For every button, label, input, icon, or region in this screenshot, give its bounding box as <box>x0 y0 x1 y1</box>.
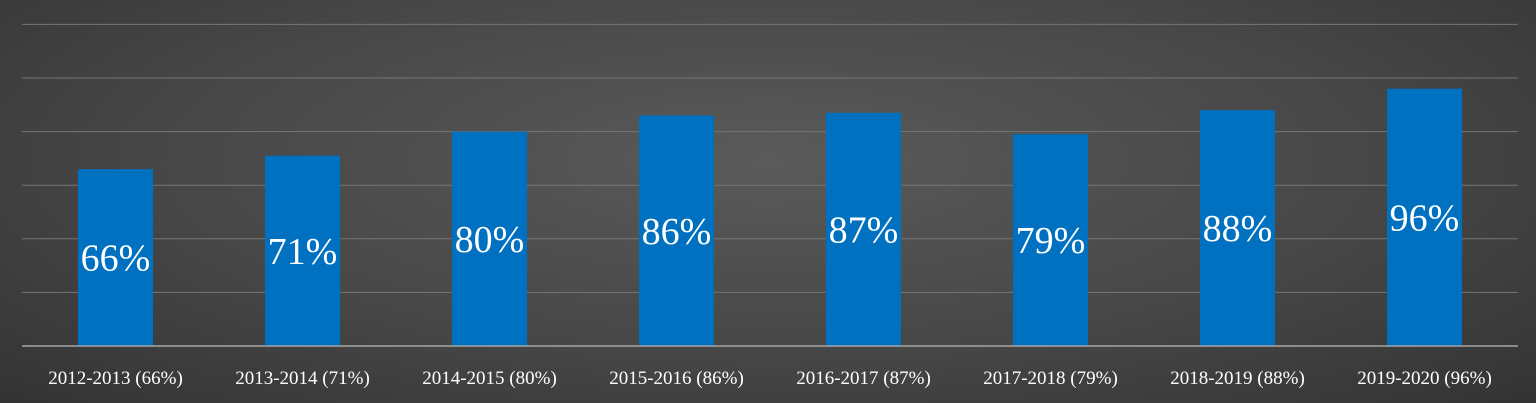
x-tick-labels: 2012-2013 (66%) 2013-2014 (71%) 2014-2015 … <box>48 368 1492 389</box>
x-tick-label: 2016-2017 (87%) <box>796 368 931 389</box>
gridlines <box>22 23 1518 293</box>
bar <box>1387 88 1462 346</box>
data-label: 86% <box>642 211 712 253</box>
bars <box>78 88 1462 347</box>
data-label: 96% <box>1390 197 1460 239</box>
data-label: 88% <box>1203 208 1273 250</box>
x-tick-label: 2013-2014 (71%) <box>235 368 370 389</box>
bar <box>639 115 714 347</box>
x-tick-label: 2015-2016 (86%) <box>609 368 744 389</box>
x-tick-label: 2019-2020 (96%) <box>1357 368 1492 389</box>
bar <box>1013 134 1088 346</box>
data-label: 66% <box>81 238 151 280</box>
bar <box>265 155 340 346</box>
data-label: 80% <box>455 219 525 261</box>
x-tick-label: 2017-2018 (79%) <box>983 368 1118 389</box>
bar <box>452 131 527 346</box>
x-tick-label: 2014-2015 (80%) <box>422 368 557 389</box>
bar <box>826 112 901 346</box>
data-label: 71% <box>268 231 338 273</box>
bar <box>1200 110 1275 346</box>
data-label: 79% <box>1016 220 1086 262</box>
data-labels: 66% 71% 80% 86% 87% 79% 88% 96% <box>81 197 1460 279</box>
x-tick-label: 2018-2019 (88%) <box>1170 368 1305 389</box>
bar <box>78 169 153 346</box>
data-label: 87% <box>829 209 899 251</box>
x-tick-label: 2012-2013 (66%) <box>48 368 183 389</box>
